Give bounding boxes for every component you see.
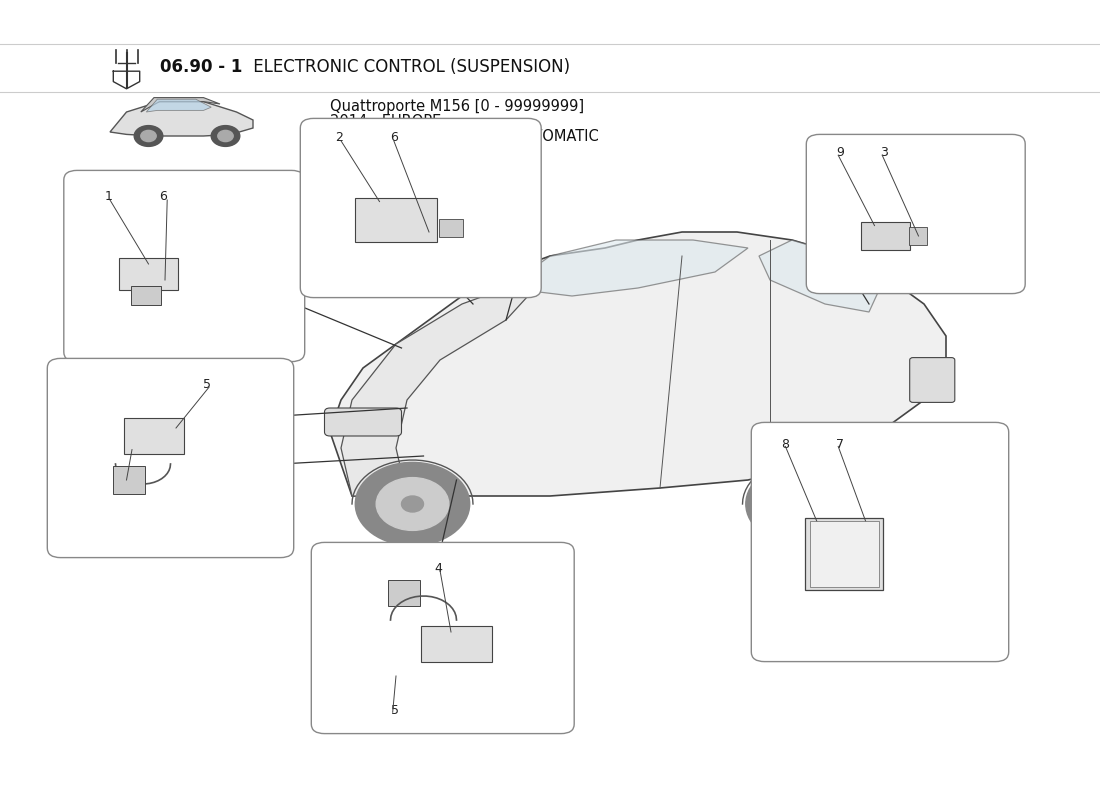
Text: 4: 4 bbox=[434, 562, 442, 574]
Circle shape bbox=[134, 126, 163, 146]
Text: 2014 - EUROPE: 2014 - EUROPE bbox=[330, 114, 441, 129]
Text: 7: 7 bbox=[836, 438, 844, 450]
Polygon shape bbox=[110, 102, 253, 136]
FancyBboxPatch shape bbox=[439, 219, 463, 237]
Text: 06.90 - 1: 06.90 - 1 bbox=[160, 58, 242, 76]
FancyBboxPatch shape bbox=[355, 198, 437, 242]
FancyBboxPatch shape bbox=[909, 227, 927, 245]
Circle shape bbox=[141, 130, 156, 142]
Text: 1: 1 bbox=[104, 190, 112, 202]
Text: ELECTRONIC CONTROL (SUSPENSION): ELECTRONIC CONTROL (SUSPENSION) bbox=[248, 58, 570, 76]
Polygon shape bbox=[330, 232, 946, 496]
Polygon shape bbox=[146, 99, 211, 112]
Polygon shape bbox=[506, 240, 748, 296]
FancyBboxPatch shape bbox=[47, 358, 294, 558]
FancyBboxPatch shape bbox=[311, 542, 574, 734]
FancyBboxPatch shape bbox=[910, 358, 955, 402]
FancyBboxPatch shape bbox=[421, 626, 492, 662]
Text: 5: 5 bbox=[390, 704, 398, 717]
Circle shape bbox=[376, 478, 449, 530]
Circle shape bbox=[767, 478, 839, 530]
Polygon shape bbox=[759, 240, 880, 312]
FancyBboxPatch shape bbox=[119, 258, 178, 290]
Text: 9: 9 bbox=[836, 146, 844, 158]
Circle shape bbox=[218, 130, 233, 142]
Text: 8: 8 bbox=[781, 438, 789, 450]
FancyBboxPatch shape bbox=[805, 518, 883, 590]
FancyBboxPatch shape bbox=[806, 134, 1025, 294]
FancyBboxPatch shape bbox=[64, 170, 305, 362]
FancyBboxPatch shape bbox=[751, 422, 1009, 662]
Text: 6: 6 bbox=[390, 131, 398, 144]
Text: 3.0 TDS V6 2WD 275 HP AUTOMATIC: 3.0 TDS V6 2WD 275 HP AUTOMATIC bbox=[330, 130, 598, 144]
Text: 6: 6 bbox=[160, 190, 167, 202]
FancyBboxPatch shape bbox=[124, 418, 184, 454]
Text: 4: 4 bbox=[126, 442, 134, 454]
Circle shape bbox=[746, 462, 860, 546]
Circle shape bbox=[355, 462, 470, 546]
FancyBboxPatch shape bbox=[388, 580, 420, 606]
Text: 5: 5 bbox=[204, 378, 211, 390]
Circle shape bbox=[402, 496, 424, 512]
Polygon shape bbox=[341, 288, 528, 496]
FancyBboxPatch shape bbox=[324, 408, 402, 436]
Text: 3: 3 bbox=[880, 146, 888, 158]
FancyBboxPatch shape bbox=[861, 222, 910, 250]
Polygon shape bbox=[141, 98, 220, 112]
Circle shape bbox=[211, 126, 240, 146]
FancyBboxPatch shape bbox=[810, 521, 879, 587]
FancyBboxPatch shape bbox=[113, 466, 145, 494]
FancyBboxPatch shape bbox=[131, 286, 161, 305]
FancyBboxPatch shape bbox=[300, 118, 541, 298]
Circle shape bbox=[792, 496, 814, 512]
Text: Quattroporte M156 [0 - 99999999]: Quattroporte M156 [0 - 99999999] bbox=[330, 99, 584, 114]
Text: 2: 2 bbox=[336, 131, 343, 144]
